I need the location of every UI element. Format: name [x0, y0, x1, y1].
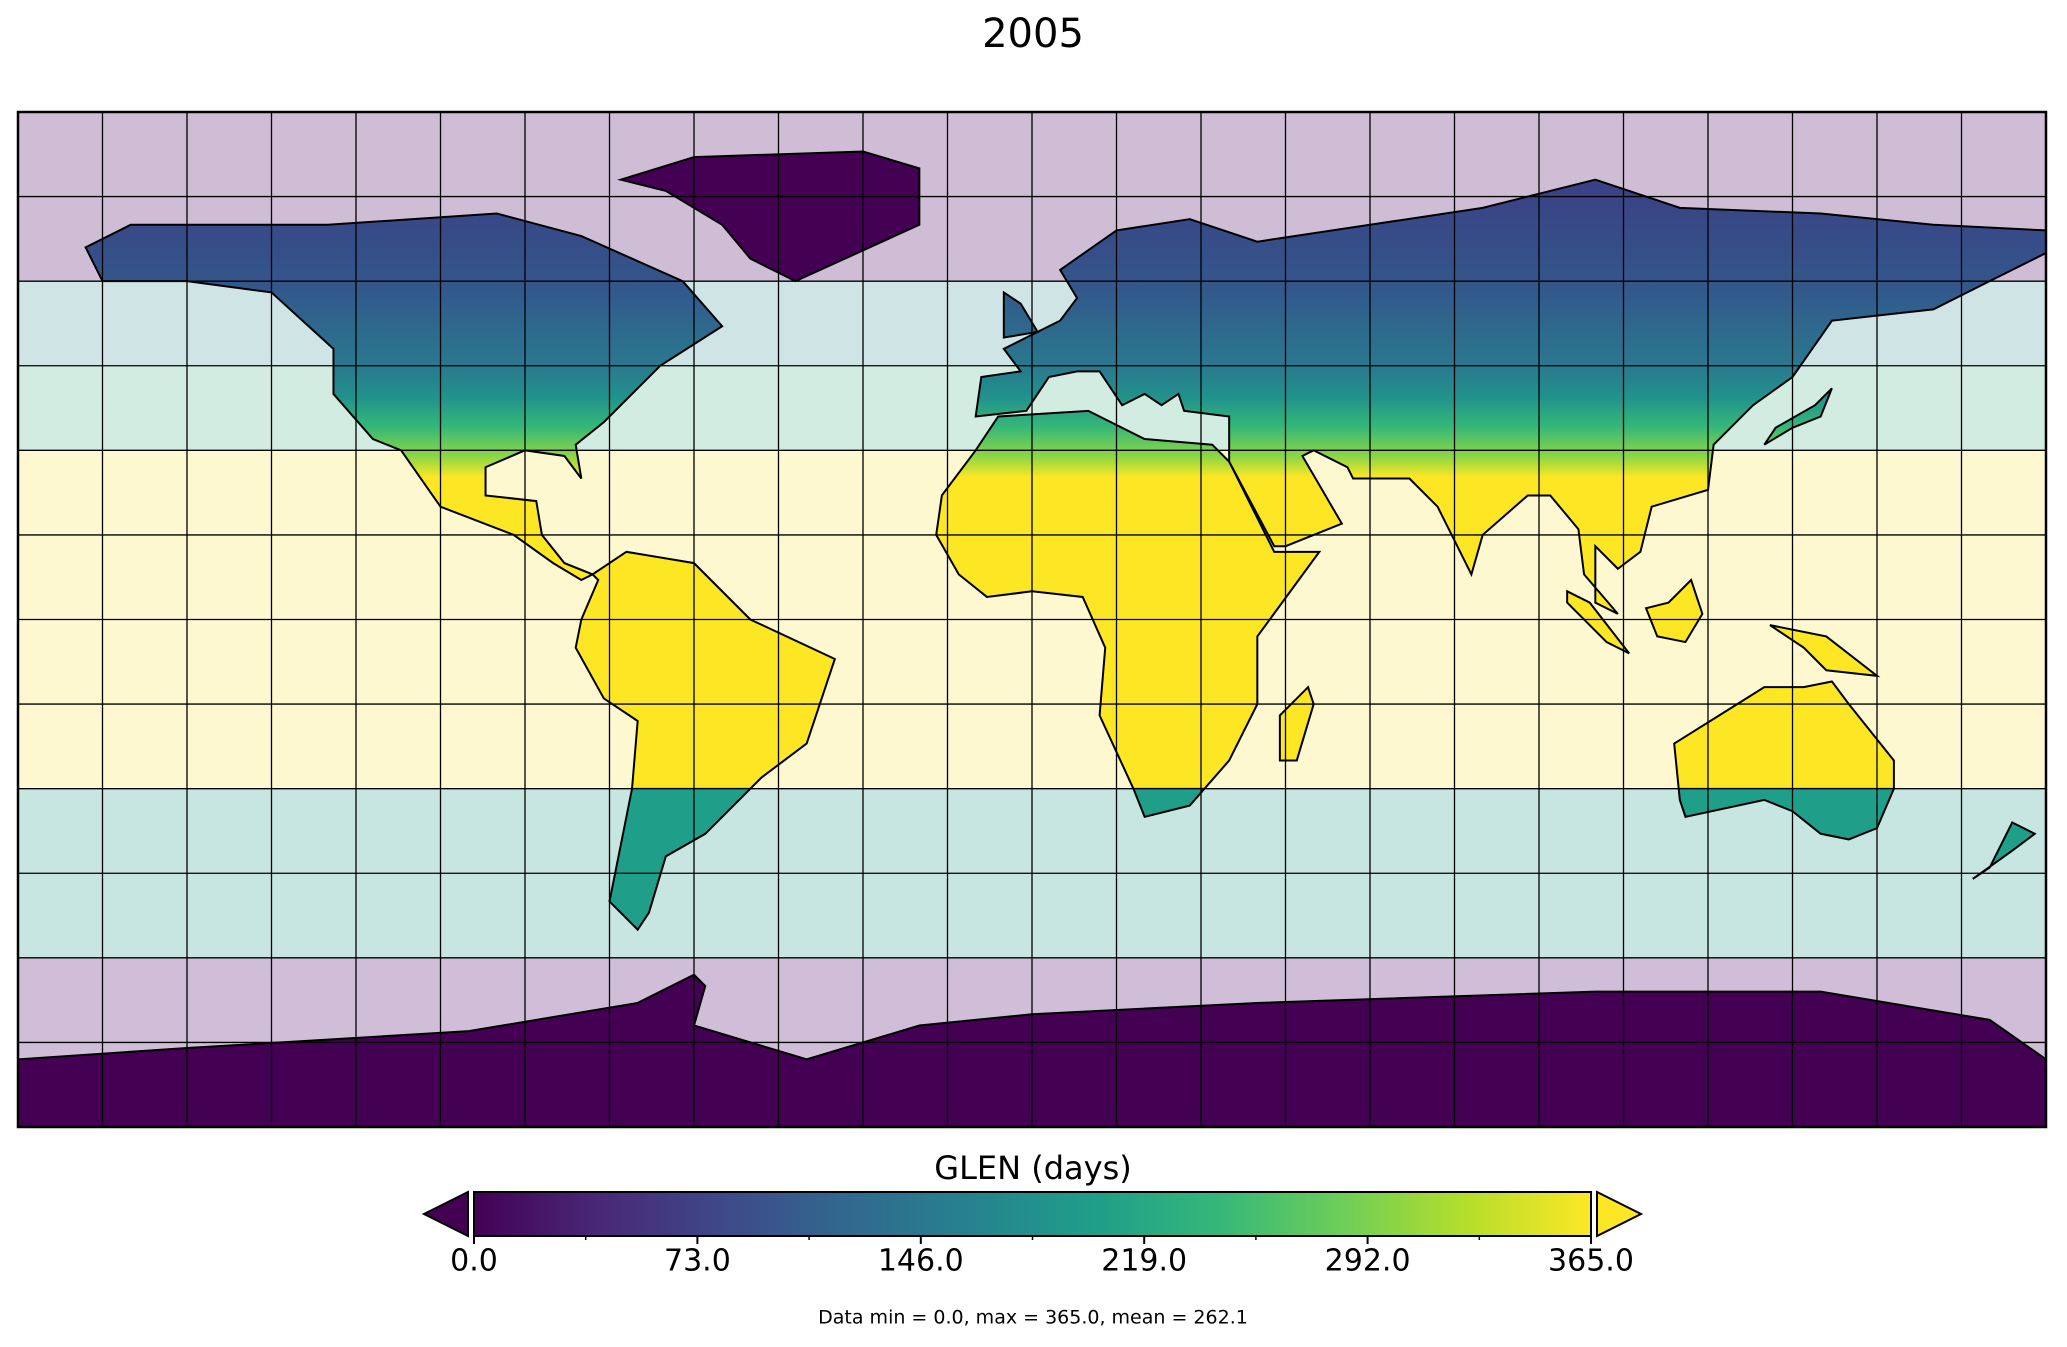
- colorbar-tick-label: 73.0: [664, 1244, 731, 1279]
- colorbar-tick-label: 146.0: [878, 1244, 964, 1279]
- map: [18, 112, 2046, 1127]
- colorbar-extend-min: [421, 1190, 469, 1238]
- new-guinea: [1769, 624, 1881, 678]
- colorbar-tick-label: 365.0: [1548, 1244, 1634, 1279]
- footer: Data min = 0.0, max = 365.0, mean = 262.…: [818, 1307, 1248, 1329]
- colorbar-label: GLEN (days): [934, 1149, 1131, 1187]
- title: 2005: [982, 11, 1084, 57]
- south-america: [574, 550, 837, 932]
- new-zealand: [1972, 821, 2037, 880]
- sumatra: [1566, 589, 1630, 655]
- australia: [1673, 680, 1895, 841]
- map-frame: [16, 110, 2048, 1129]
- eurasia: [974, 178, 2046, 615]
- madagascar: [1278, 685, 1315, 762]
- colorbar-tick-label: 0.0: [450, 1244, 498, 1279]
- colorbar-tick-label: 292.0: [1325, 1244, 1411, 1279]
- colorbar-extend-max: [1596, 1190, 1644, 1238]
- colorbar: 0.0 73.0 146.0 219.0 292.0 365.0: [421, 1190, 1644, 1279]
- colorbar-body: [473, 1191, 1592, 1237]
- borneo: [1644, 578, 1704, 644]
- north-america: [84, 212, 724, 582]
- colorbar-tick-label: 219.0: [1101, 1244, 1187, 1279]
